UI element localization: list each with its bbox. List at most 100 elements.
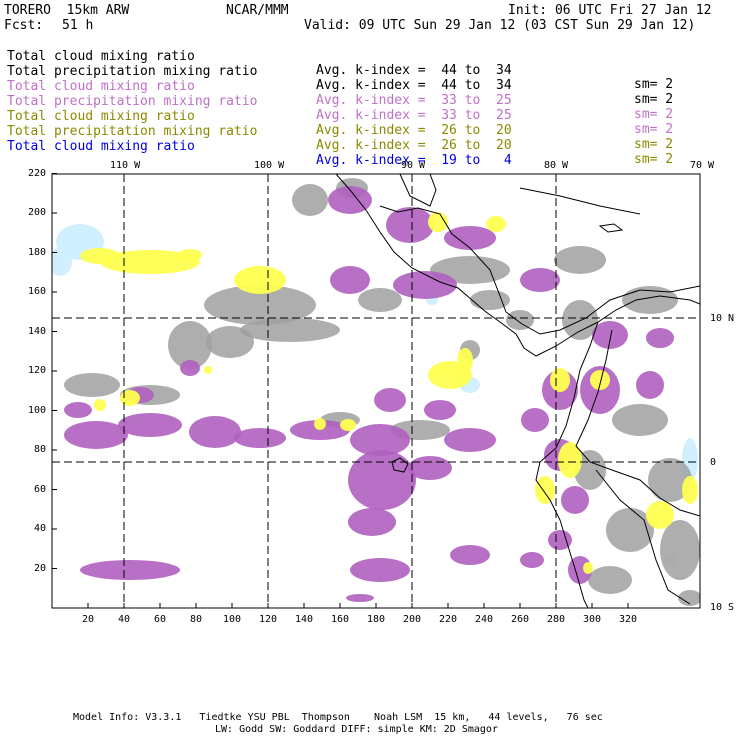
jamaica-coast <box>598 223 624 233</box>
gr-patch <box>622 286 678 314</box>
south-america-west-coast <box>535 321 599 608</box>
pu-patch <box>548 530 572 550</box>
purple-cloud-layer <box>64 186 674 602</box>
legend-field-name: Total precipitation mixing ratio <box>7 64 258 79</box>
y-tick-label: 60 <box>34 483 47 495</box>
legend-field-name: Total cloud mixing ratio <box>7 49 195 64</box>
legend-row-6: Total precipitation mixing ratio Avg. k-… <box>0 111 740 181</box>
pu-patch <box>180 360 200 376</box>
pu-patch <box>330 266 370 294</box>
pu-patch <box>408 456 452 480</box>
pu-patch <box>444 226 496 250</box>
legend-k-index: Avg. k-index = 26 to 20 <box>316 123 512 138</box>
fcst-value: 51 h <box>62 18 94 33</box>
ye-patch <box>204 366 212 374</box>
x-tick-label: 20 <box>82 614 95 625</box>
gr-patch <box>648 458 692 502</box>
y-tick-label: 140 <box>28 325 47 337</box>
ye-patch <box>486 216 506 232</box>
legend-row-3: Total cloud mixing ratio Avg. k-index = … <box>0 66 740 136</box>
ye-patch <box>583 562 593 574</box>
gr-patch <box>612 404 668 436</box>
gr-patch <box>660 520 700 580</box>
legend-smoothing: sm= 2 <box>634 77 674 92</box>
ye-patch <box>340 419 356 431</box>
pu-patch <box>520 552 544 568</box>
ye-patch <box>590 370 610 390</box>
y-tick-label: 20 <box>34 562 47 574</box>
ye-patch <box>535 476 555 504</box>
gr-patch <box>506 310 534 330</box>
legend-k-index: Avg. k-index = 26 to 20 <box>316 138 512 153</box>
legend-row-4: Total precipitation mixing ratio Avg. k-… <box>0 81 740 151</box>
legend-row-7: Total cloud mixing ratio Avg. k-index = … <box>0 126 740 182</box>
legend-k-index: Avg. k-index = 44 to 34 <box>316 78 512 93</box>
legend-field-name: Total cloud mixing ratio <box>7 79 195 94</box>
y-tick-label: 80 <box>34 444 47 455</box>
lon-label-110w: 110 W <box>110 160 141 171</box>
valid-time: Valid: 09 UTC Sun 29 Jan 12 (03 CST Sun … <box>304 18 696 33</box>
ye-patch <box>646 501 674 529</box>
pu-patch <box>118 413 182 437</box>
lat-label-10n: 10 N <box>710 313 735 324</box>
ye-patch <box>428 212 448 232</box>
pu-patch <box>234 428 286 448</box>
y-tick-label: 160 <box>28 286 47 297</box>
pu-patch <box>374 388 406 412</box>
x-tick-label: 120 <box>259 614 278 625</box>
x-tick-label: 100 <box>223 614 242 625</box>
gr-patch <box>554 246 606 274</box>
gr-patch <box>606 508 654 552</box>
pu-patch <box>346 594 374 602</box>
pu-patch <box>444 428 496 452</box>
gr-patch <box>292 184 328 216</box>
legend-field-name: Total cloud mixing ratio <box>7 109 195 124</box>
pu-patch <box>386 207 434 243</box>
lb-patch <box>52 248 72 276</box>
x-tick-label: 180 <box>367 614 386 625</box>
ye-patch <box>682 476 698 504</box>
pu-patch <box>393 271 457 299</box>
model-info-line: Model Info: V3.3.1 Tiedtke YSU PBL Thomp… <box>73 712 603 723</box>
run-name: TORERO 15km ARW <box>4 3 130 18</box>
legend-smoothing: sm= 2 <box>634 122 674 137</box>
gr-patch <box>204 285 316 325</box>
ye-patch <box>100 250 200 274</box>
cuba-coast <box>519 187 641 215</box>
axis-ticks <box>52 173 629 608</box>
gr-patch <box>240 318 340 342</box>
legend-row-1: Total cloud mixing ratio Avg. k-index = … <box>0 36 740 106</box>
x-tick-label: 60 <box>154 614 167 625</box>
x-tick-label: 200 <box>403 614 422 625</box>
y-tick-label: 180 <box>28 246 47 258</box>
ye-patch <box>558 442 582 478</box>
physics-info-line: LW: Godd SW: Goddard DIFF: simple KM: 2D… <box>215 724 498 735</box>
x-tick-label: 80 <box>190 614 203 625</box>
legend-k-index: Avg. k-index = 19 to 4 <box>316 153 512 168</box>
ye-patch <box>94 399 106 411</box>
ye-patch <box>550 368 570 392</box>
pu-patch <box>450 545 490 565</box>
lat-label-10s: 10 S <box>710 602 735 613</box>
gr-patch <box>678 590 700 606</box>
legend-smoothing: sm= 2 <box>634 107 674 122</box>
y-tick-label: 40 <box>34 523 47 534</box>
pu-patch <box>348 450 416 510</box>
legend-row-2: Total precipitation mixing ratio Avg. k-… <box>0 51 740 121</box>
gr-patch <box>168 321 212 369</box>
peru-brazil-border <box>595 469 691 605</box>
pu-patch <box>348 508 396 536</box>
x-tick-label: 40 <box>118 614 131 625</box>
legend-field-name: Total precipitation mixing ratio <box>7 124 258 139</box>
ye-patch <box>178 249 202 261</box>
pu-patch <box>350 558 410 582</box>
yellow-cloud-layer <box>80 212 698 574</box>
ye-patch <box>80 248 120 264</box>
lon-label-100w: 100 W <box>254 160 285 171</box>
andes-border-line <box>575 329 700 517</box>
pu-patch <box>561 486 589 514</box>
central-america-pacific-coast <box>335 174 599 357</box>
legend-smoothing: sm= 2 <box>634 92 674 107</box>
pu-patch <box>328 186 372 214</box>
lon-label-90w: 90 W <box>401 160 426 171</box>
